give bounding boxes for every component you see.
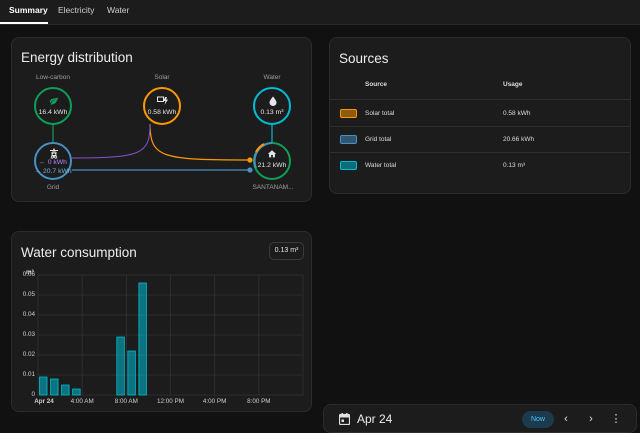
- tab-bar: Summary Electricity Water: [0, 0, 640, 25]
- flow-solar-home: [149, 123, 251, 161]
- y-tick-label: 0.05: [22, 291, 35, 298]
- x-tick-label: Apr 24: [34, 398, 54, 405]
- y-tick-label: 0: [31, 391, 35, 398]
- chart-bar[interactable]: [127, 350, 136, 396]
- x-tick-label: 12:00 PM: [157, 398, 184, 405]
- water-swatch: [340, 161, 357, 170]
- transmission-tower-icon: [50, 148, 58, 159]
- flow-dot-solar: [247, 157, 253, 163]
- home-value: 21.2 kWh: [257, 162, 287, 169]
- y-tick-label: 0.03: [22, 331, 35, 338]
- tab-electricity[interactable]: Electricity: [58, 5, 95, 15]
- chart-bar[interactable]: [39, 376, 48, 396]
- home-label: SANTANAM...: [252, 184, 294, 191]
- lowcarbon-label: Low-carbon: [36, 74, 70, 81]
- y-axis-unit: m³: [26, 269, 34, 276]
- home-node[interactable]: 21.2 kWh: [254, 143, 290, 179]
- water-value: 0.13 m³: [260, 109, 284, 116]
- tab-water[interactable]: Water: [107, 5, 130, 15]
- active-tab-indicator: [0, 22, 48, 24]
- column-header-usage: Usage: [503, 81, 523, 88]
- now-button[interactable]: Now: [522, 411, 554, 428]
- selected-date[interactable]: Apr 24: [357, 412, 393, 426]
- lowcarbon-value: 16.4 kWh: [38, 109, 68, 116]
- chart-bar[interactable]: [72, 388, 81, 396]
- solar-power-icon: [157, 96, 168, 105]
- chart-bar[interactable]: [138, 282, 147, 396]
- grid-swatch: [340, 135, 357, 144]
- flow-solar-grid: [71, 123, 151, 159]
- x-tick-label: 4:00 AM: [70, 398, 94, 405]
- tab-summary[interactable]: Summary: [9, 5, 48, 15]
- chart-bar[interactable]: [61, 384, 70, 396]
- source-usage: 0.13 m³: [503, 162, 526, 169]
- source-name: Grid total: [365, 136, 392, 143]
- water-consumption-card: Water consumption 0.13 m³ m³ 0 0.01 0.02 0.…: [11, 231, 312, 412]
- home-ring-solar: [255, 143, 265, 153]
- table-divider: [330, 99, 630, 100]
- x-tick-label: 8:00 AM: [114, 398, 138, 405]
- flow-dot-grid: [247, 167, 253, 173]
- leaf-icon: [49, 97, 59, 106]
- chevron-left-icon[interactable]: ‹: [564, 413, 568, 425]
- source-usage: 0.58 kWh: [503, 110, 531, 117]
- x-tick-label: 4:00 PM: [202, 398, 227, 405]
- calendar-icon[interactable]: [339, 413, 350, 425]
- grid-label: Grid: [46, 184, 60, 191]
- sources-card: Sources Source Usage Solar total 0.58 kW…: [329, 37, 631, 194]
- chart-bar[interactable]: [50, 378, 59, 396]
- solar-swatch: [340, 109, 357, 118]
- source-name: Solar total: [365, 110, 395, 117]
- source-usage: 20.66 kWh: [503, 136, 535, 143]
- water-label: Water: [263, 74, 281, 81]
- water-consumption-chart: [37, 274, 304, 396]
- chevron-right-icon[interactable]: ›: [589, 413, 593, 425]
- water-total-badge: 0.13 m³: [269, 242, 304, 260]
- energy-distribution-card: Energy distribution Low-carbon 16.4 kWh …: [11, 37, 312, 202]
- sources-title: Sources: [339, 51, 389, 66]
- y-tick-label: 0.01: [22, 371, 35, 378]
- date-selection-bar: Apr 24 Now ‹ › ⋮: [323, 404, 637, 433]
- y-tick-label: 0.02: [22, 351, 35, 358]
- table-divider: [330, 152, 630, 153]
- table-divider: [330, 126, 630, 127]
- grid-return-value: ← 0 kWh: [39, 159, 67, 166]
- solar-value: 0.58 kWh: [147, 109, 177, 116]
- water-consumption-title: Water consumption: [21, 245, 137, 260]
- home-icon: [267, 150, 277, 158]
- column-header-source: Source: [365, 81, 388, 88]
- solar-label: Solar: [154, 74, 170, 81]
- solar-node[interactable]: 0.58 kWh: [143, 87, 181, 125]
- energy-flow-lines: [52, 123, 291, 180]
- more-vertical-icon[interactable]: ⋮: [610, 413, 622, 425]
- x-tick-label: 8:00 PM: [247, 398, 271, 405]
- chart-bar[interactable]: [116, 336, 125, 396]
- y-tick-label: 0.06: [22, 271, 35, 278]
- energy-distribution-title: Energy distribution: [21, 50, 133, 65]
- water-drop-icon: [269, 96, 277, 106]
- grid-node[interactable]: ← 0 kWh → 20.7 kWh: [34, 142, 72, 180]
- lowcarbon-node[interactable]: 16.4 kWh: [34, 87, 72, 125]
- y-tick-label: 0.04: [22, 311, 35, 318]
- water-node[interactable]: 0.13 m³: [253, 87, 291, 125]
- grid-consumption-value: → 20.7 kWh: [34, 168, 72, 175]
- source-name: Water total: [365, 162, 397, 169]
